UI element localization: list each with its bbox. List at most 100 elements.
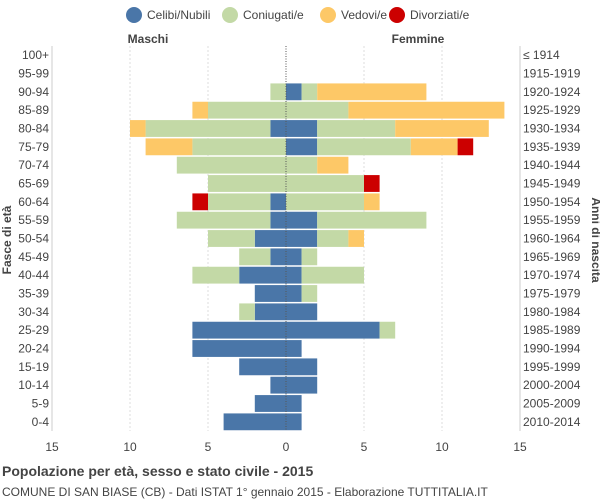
bar-male-celibi [254,395,286,412]
bar-female-vedove [317,156,349,174]
age-group-label: 20-24 [18,342,49,356]
bar-female-nubili [286,340,302,357]
bar-female-nubili [286,285,302,302]
bar-male-vedovi [130,120,146,137]
legend-label-4: Divorziati/e [410,8,470,22]
bar-male-celibi [192,340,286,357]
bar-female-divorziate [457,138,474,156]
birth-year-label: 1980-1984 [523,305,581,319]
bar-female-vedove [364,193,380,211]
x-tick-label: 15 [45,440,59,454]
x-tick-label: 10 [123,440,137,454]
bar-female-vedove [317,83,427,101]
bar-female-coniugate [301,83,318,101]
bar-female-nubili [286,303,318,321]
birth-year-label: 2000-2004 [523,378,581,392]
birth-year-label: 2010-2014 [523,415,581,429]
age-group-label: 75-79 [18,140,49,154]
bar-male-coniugati [176,211,271,229]
bar-male-celibi [270,193,286,211]
age-group-label: 0-4 [32,415,50,429]
bars [130,83,505,431]
x-tick-label: 15 [513,440,527,454]
bar-male-coniugati [192,138,286,156]
age-group-label: 50-54 [18,232,49,246]
bar-male-celibi [254,303,286,321]
birth-year-label: 1975-1979 [523,287,581,301]
y-axis-right-label: Anni di nascita [589,197,600,283]
bar-female-vedove [395,120,489,137]
bar-male-celibi [254,285,286,302]
legend-label-1: Celibi/Nubili [147,8,210,22]
bar-female-nubili [286,83,302,101]
bar-female-coniugate [286,193,364,211]
bar-male-coniugati [208,230,255,247]
chart-title: Popolazione per età, sesso e stato civil… [2,463,314,479]
birth-year-label: 1985-1989 [523,323,581,337]
birth-year-label: 1965-1969 [523,250,581,264]
bar-male-coniugati [145,120,271,137]
birth-year-label: ≤ 1914 [523,48,560,62]
birth-year-label: 2005-2009 [523,397,581,411]
legend-swatch-2 [222,7,238,23]
birth-year-label: 1960-1964 [523,232,581,246]
bar-female-coniugate [317,138,411,156]
bar-male-celibi [239,266,286,284]
bar-female-coniugate [317,230,349,247]
bar-male-coniugati [239,303,255,321]
age-group-label: 5-9 [32,397,50,411]
left-group-label: Maschi [128,32,169,46]
bar-female-nubili [286,395,302,412]
birth-year-label: 1935-1939 [523,140,581,154]
legend-swatch-1 [126,7,142,23]
x-tick-label: 10 [435,440,449,454]
bar-female-nubili [286,321,380,339]
bar-male-coniugati [208,101,286,119]
bar-male-celibi [270,248,286,266]
age-group-label: 35-39 [18,287,49,301]
age-group-label: 80-84 [18,122,49,136]
age-group-label: 55-59 [18,213,49,227]
bar-male-coniugati [270,83,286,101]
age-group-label: 100+ [22,48,49,62]
age-group-label: 85-89 [18,103,49,117]
bar-male-vedovi [145,138,193,156]
birth-year-label: 1995-1999 [523,360,581,374]
age-group-label: 90-94 [18,85,49,99]
birth-year-label: 1955-1959 [523,213,581,227]
birth-year-label: 1945-1949 [523,177,581,191]
bar-male-coniugati [208,175,286,192]
bar-male-vedovi [192,101,208,119]
bar-male-coniugati [192,266,240,284]
chart-subtitle: COMUNE DI SAN BIASE (CB) - Dati ISTAT 1°… [2,485,488,499]
legend-swatch-4 [389,7,405,23]
bar-male-divorziati [192,193,208,211]
birth-year-label: 1920-1924 [523,85,581,99]
bar-female-coniugate [317,120,396,137]
bar-female-coniugate [301,266,364,284]
age-group-label: 25-29 [18,323,49,337]
age-group-label: 10-14 [18,378,49,392]
bar-female-coniugate [379,321,396,339]
age-group-label: 65-69 [18,177,49,191]
age-group-label: 60-64 [18,195,49,209]
birth-year-label: 1915-1919 [523,67,581,81]
bar-female-nubili [286,120,318,137]
x-tick-label: 0 [283,440,290,454]
bar-female-nubili [286,358,318,376]
bar-male-celibi [192,321,286,339]
bar-female-nubili [286,211,318,229]
bar-female-divorziate [364,175,380,192]
age-group-label: 15-19 [18,360,49,374]
bar-female-coniugate [317,211,427,229]
bar-female-nubili [286,248,302,266]
bar-female-vedove [348,101,505,119]
legend: Celibi/Nubili Coniugati/e Vedovi/e Divorzia… [126,7,470,23]
bar-female-nubili [286,266,302,284]
birth-year-label: 1970-1974 [523,268,581,282]
bar-male-celibi [270,120,286,137]
legend-label-3: Vedovi/e [341,8,387,22]
birth-year-label: 1925-1929 [523,103,581,117]
age-group-label: 95-99 [18,67,49,81]
